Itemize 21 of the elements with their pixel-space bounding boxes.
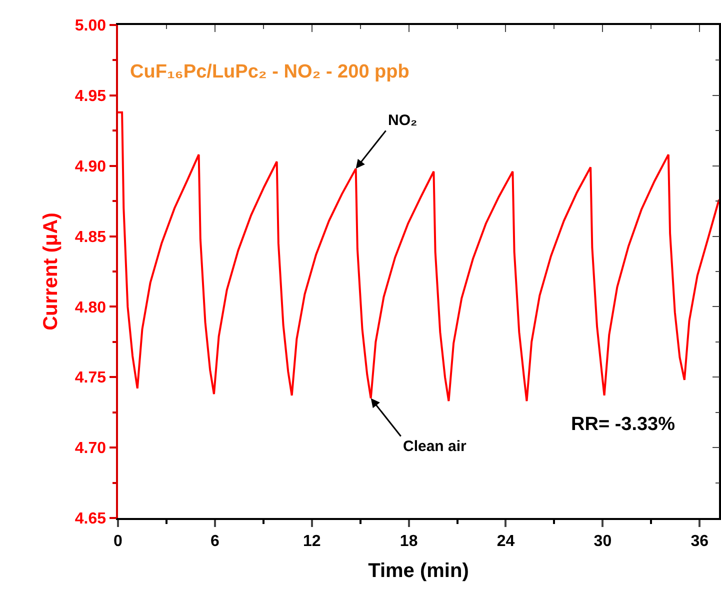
y-tick-label: 5.00 <box>74 18 106 35</box>
y-tick-label: 4.70 <box>74 440 106 458</box>
annotation: Clean air <box>403 438 467 455</box>
text: CuF₁₆Pc/LuPc₂ - NO₂ - 200 ppb <box>130 62 410 83</box>
y-axis-title: Current (μA) <box>40 212 62 330</box>
x-tick-label: 6 <box>210 532 220 550</box>
y-tick-label: 4.90 <box>74 158 106 176</box>
y-tick-label: 4.75 <box>74 370 106 387</box>
x-tick-label: 12 <box>302 532 321 550</box>
y-tick-label: 4.65 <box>74 510 106 528</box>
x-tick-label: 0 <box>114 532 123 550</box>
x-tick-label: 24 <box>496 532 515 550</box>
y-tick-label: 4.80 <box>74 299 106 316</box>
x-tick-label: 36 <box>690 532 709 550</box>
y-tick-label: 4.85 <box>74 228 106 246</box>
y-tick-label: 4.95 <box>74 88 106 106</box>
annotation: NO₂ <box>388 112 418 129</box>
x-tick-label: 30 <box>594 532 612 550</box>
x-axis-title: Time (min) <box>368 560 469 582</box>
x-tick-label: 18 <box>400 532 418 550</box>
annotation: RR= -3.33% <box>571 414 676 435</box>
